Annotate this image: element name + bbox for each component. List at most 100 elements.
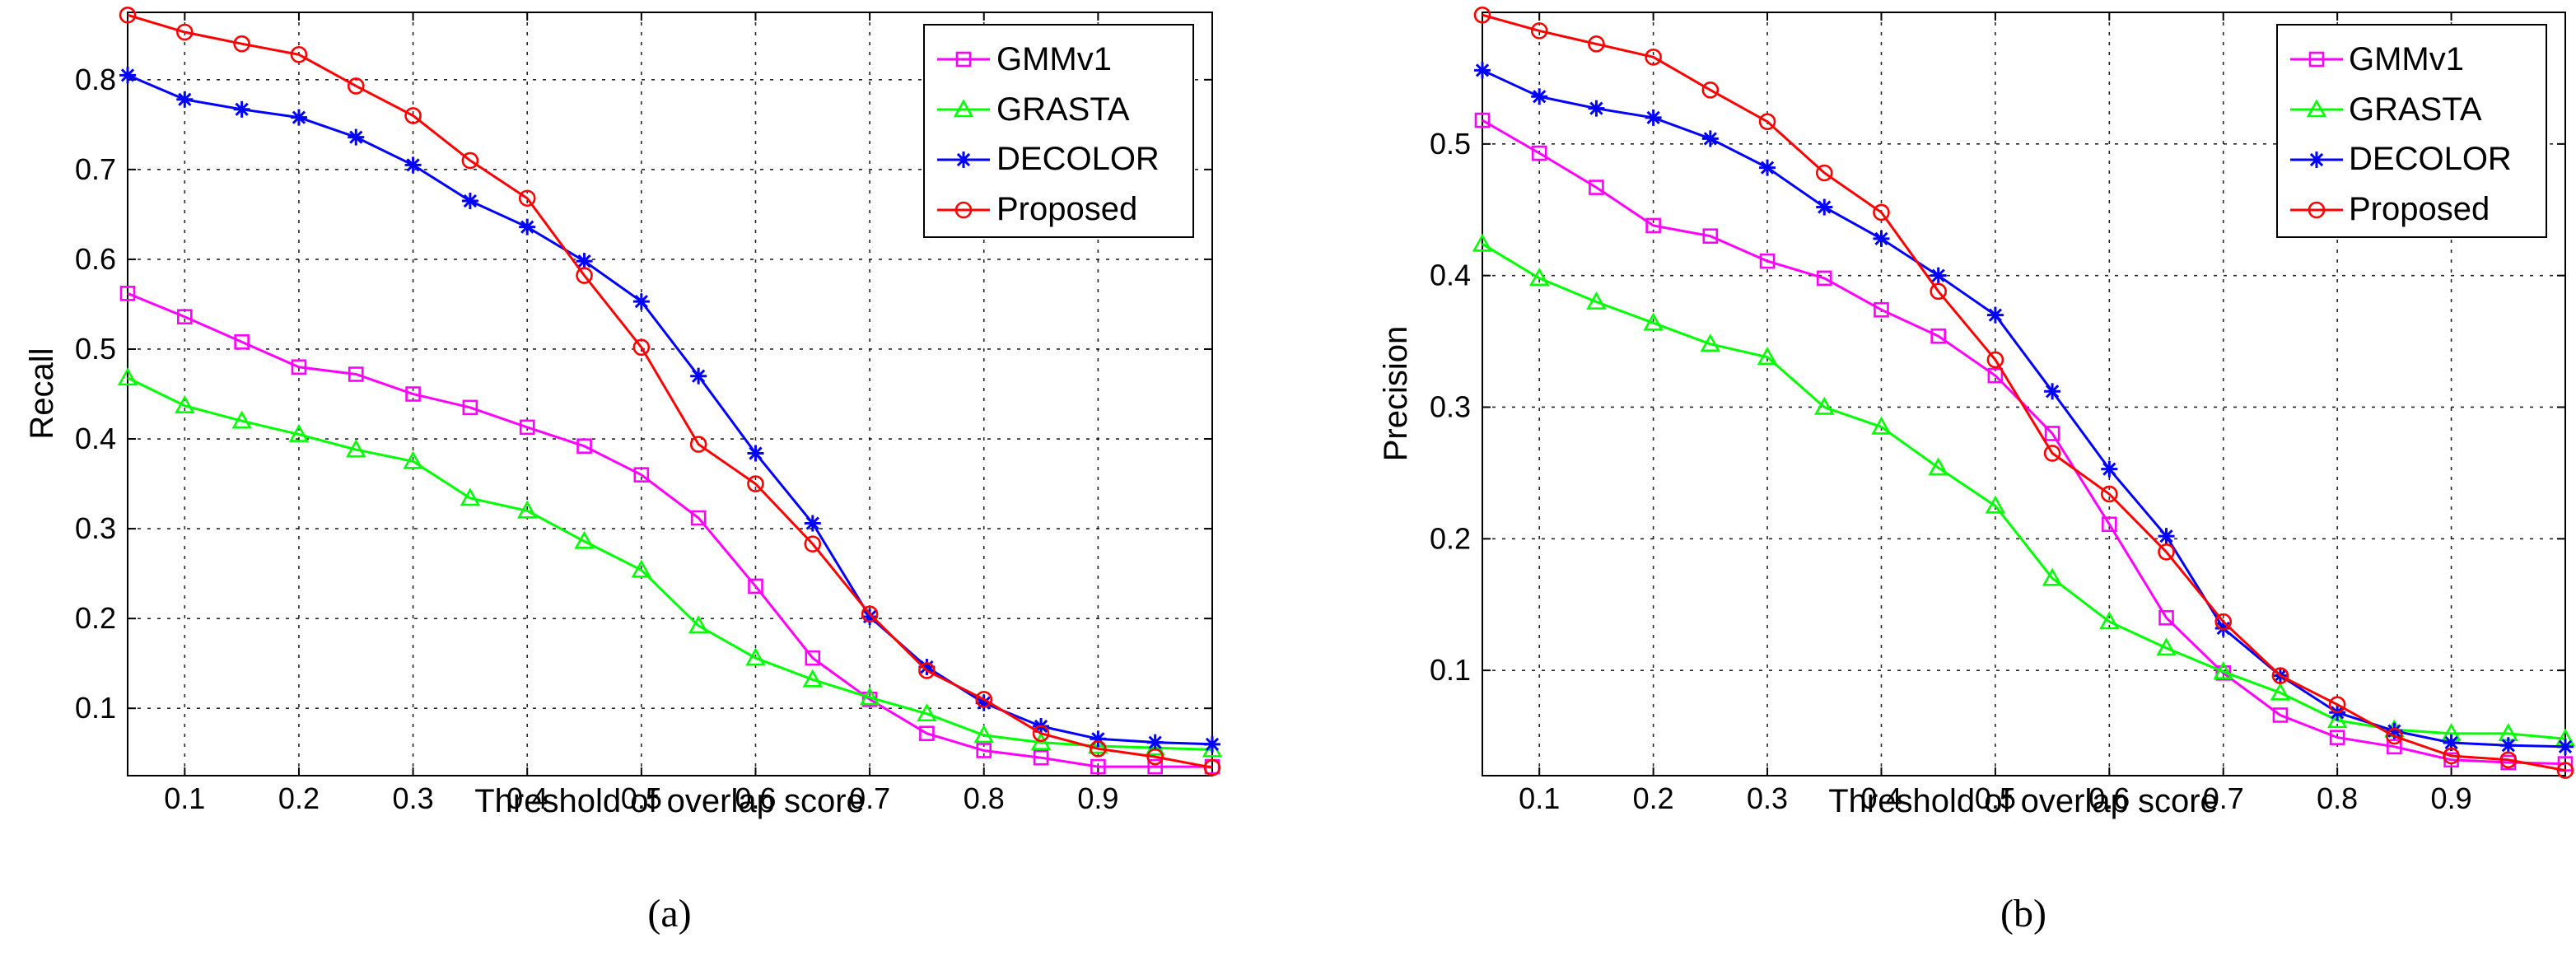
data-point-grasta bbox=[1757, 347, 1778, 366]
y-tick-label: 0.2 bbox=[75, 601, 116, 635]
data-point-grasta bbox=[460, 487, 481, 506]
data-point-gmmv1 bbox=[348, 366, 364, 382]
data-point-proposed bbox=[2271, 667, 2289, 684]
x-tick-label: 0.6 bbox=[735, 781, 776, 815]
data-point-gmmv1 bbox=[462, 399, 478, 416]
data-point-gmmv1 bbox=[519, 419, 535, 436]
legend-marker-decolor bbox=[2308, 152, 2325, 168]
data-point-gmmv1 bbox=[1759, 253, 1776, 269]
series-proposed bbox=[119, 6, 1221, 776]
legend-label-grasta: GRASTA bbox=[996, 91, 1130, 128]
data-point-grasta bbox=[2270, 682, 2291, 701]
x-tick-label: 0.2 bbox=[278, 781, 320, 815]
x-tick-label: 0.8 bbox=[964, 781, 1005, 815]
data-point-decolor bbox=[1873, 230, 1890, 247]
y-axis-label-b: Precision bbox=[1378, 326, 1414, 462]
data-point-decolor bbox=[290, 109, 307, 126]
data-point-grasta bbox=[1643, 312, 1664, 331]
data-point-gmmv1 bbox=[576, 438, 592, 455]
data-point-proposed bbox=[1815, 164, 1833, 182]
data-point-proposed bbox=[347, 77, 365, 95]
data-point-gmmv1 bbox=[2557, 756, 2574, 772]
data-point-proposed bbox=[747, 475, 764, 492]
data-point-grasta bbox=[2099, 611, 2120, 630]
data-point-gmmv1 bbox=[2102, 516, 2117, 533]
data-point-gmmv1 bbox=[1474, 112, 1491, 128]
data-point-proposed bbox=[2443, 747, 2460, 765]
data-point-gmmv1 bbox=[1033, 749, 1049, 766]
data-point-decolor bbox=[2101, 460, 2118, 478]
data-point-grasta bbox=[973, 725, 994, 744]
ticks-a: 0.1 0.2 0.3 0.4 0.5 0.6 0.7 0.8 0.9 0.1 0.2 0.3 0.4 0… bbox=[75, 12, 1212, 815]
legend-marker-grasta bbox=[2306, 99, 2327, 118]
data-point-decolor bbox=[1474, 62, 1491, 79]
data-point-grasta bbox=[2326, 710, 2348, 729]
data-point-proposed bbox=[1701, 81, 1720, 99]
legend-a: GMMv1 GRASTA DECOLOR Proposed bbox=[923, 24, 1194, 238]
y-tick-label: 0.3 bbox=[1430, 389, 1471, 423]
grid-a bbox=[128, 12, 1212, 776]
data-point-gmmv1 bbox=[177, 309, 193, 325]
legend-b: GMMv1 GRASTA DECOLOR Proposed bbox=[2276, 24, 2547, 238]
data-point-gmmv1 bbox=[976, 743, 992, 758]
data-point-proposed bbox=[2101, 485, 2118, 503]
x-tick-label: 0.8 bbox=[2317, 781, 2358, 815]
series-b bbox=[1472, 6, 2576, 779]
data-point-decolor bbox=[1930, 267, 1947, 284]
caption-a: (a) bbox=[647, 892, 691, 935]
x-tick-label: 0.3 bbox=[1747, 781, 1788, 815]
data-point-grasta bbox=[517, 500, 538, 519]
data-point-grasta bbox=[1088, 735, 1108, 754]
data-point-gmmv1 bbox=[1816, 270, 1832, 287]
y-tick-label: 0.7 bbox=[75, 152, 116, 186]
legend-label-decolor: DECOLOR bbox=[2349, 141, 2512, 177]
data-point-grasta bbox=[1529, 268, 1550, 287]
legend-label-proposed: Proposed bbox=[996, 191, 1137, 227]
data-point-grasta bbox=[1985, 495, 2006, 514]
data-point-proposed bbox=[461, 152, 479, 170]
legend-marker-gmmv1 bbox=[955, 51, 972, 68]
data-point-decolor bbox=[1588, 100, 1605, 117]
data-point-grasta bbox=[917, 703, 937, 722]
data-point-decolor bbox=[2044, 383, 2061, 400]
data-point-decolor bbox=[690, 367, 707, 385]
data-point-proposed bbox=[2556, 762, 2574, 779]
data-point-grasta bbox=[631, 559, 652, 578]
legend-label-gmmv1: GMMv1 bbox=[2349, 41, 2464, 77]
y-tick-label: 0.5 bbox=[1430, 127, 1471, 161]
data-point-proposed bbox=[2043, 445, 2061, 462]
data-point-decolor bbox=[1146, 734, 1164, 751]
legend-marker-grasta bbox=[953, 99, 974, 118]
y-tick-label: 0.6 bbox=[75, 242, 116, 276]
data-point-proposed bbox=[804, 535, 822, 553]
x-tick-label: 0.7 bbox=[849, 781, 890, 815]
data-point-grasta bbox=[1586, 291, 1607, 310]
data-point-proposed bbox=[176, 23, 194, 41]
data-point-grasta bbox=[346, 439, 366, 458]
data-point-gmmv1 bbox=[119, 286, 136, 301]
data-point-gmmv1 bbox=[690, 510, 707, 526]
data-point-decolor bbox=[2557, 738, 2574, 755]
legend-marker-proposed bbox=[954, 201, 973, 219]
y-axis-label-a: Recall bbox=[24, 347, 60, 439]
data-point-proposed bbox=[576, 267, 593, 284]
data-point-gmmv1 bbox=[919, 725, 935, 742]
data-point-grasta bbox=[1700, 333, 1721, 352]
data-point-gmmv1 bbox=[2387, 739, 2402, 755]
x-tick-label: 0.1 bbox=[164, 781, 205, 815]
data-point-proposed bbox=[290, 45, 308, 63]
x-tick-label: 0.6 bbox=[2088, 781, 2130, 815]
data-point-proposed bbox=[1930, 282, 1947, 301]
data-point-gmmv1 bbox=[2044, 426, 2060, 441]
data-point-proposed bbox=[119, 6, 137, 24]
data-point-grasta bbox=[175, 395, 195, 413]
data-point-gmmv1 bbox=[1702, 228, 1719, 245]
series-line-proposed bbox=[1482, 13, 2566, 772]
y-tick-label: 0.5 bbox=[75, 332, 116, 366]
data-point-gmmv1 bbox=[1147, 758, 1163, 775]
data-point-proposed bbox=[1873, 203, 1890, 222]
series-line-decolor bbox=[1482, 68, 2566, 748]
data-point-gmmv1 bbox=[2158, 609, 2174, 626]
data-point-decolor bbox=[176, 91, 194, 108]
